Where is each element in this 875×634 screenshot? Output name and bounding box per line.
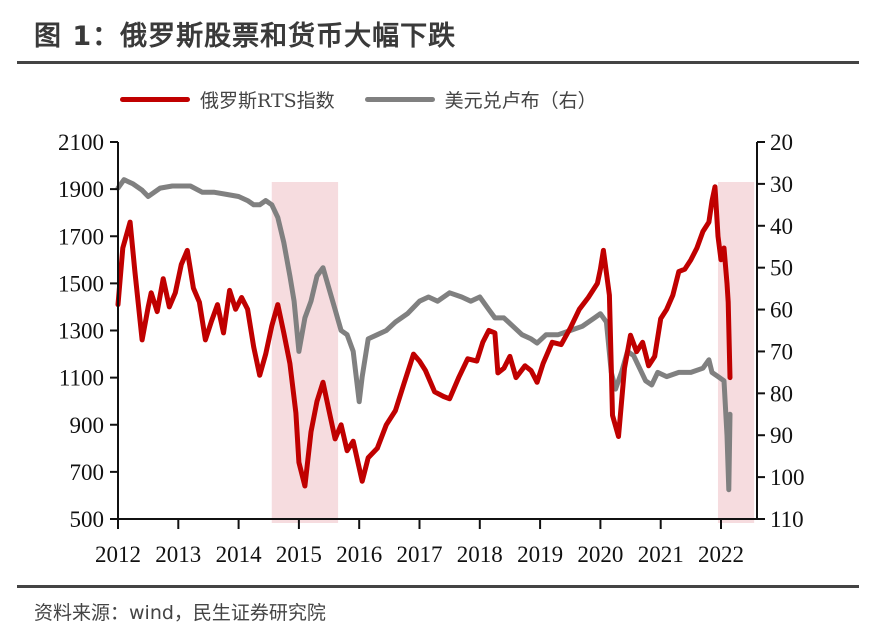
legend-swatch-usdrub — [364, 97, 435, 102]
right-tick-label: 60 — [770, 298, 793, 323]
x-tick-label: 2016 — [336, 542, 382, 567]
legend-label-rts: 俄罗斯RTS指数 — [200, 90, 335, 112]
chart-legend: 俄罗斯RTS指数 美元兑卢布（右） — [120, 86, 627, 113]
x-tick-label: 2020 — [577, 542, 623, 567]
right-tick-label: 100 — [770, 465, 805, 490]
x-tick-label: 2022 — [698, 542, 744, 567]
rts-index-line — [115, 184, 733, 489]
x-tick-label: 2012 — [95, 542, 141, 567]
right-tick-label: 110 — [770, 507, 804, 532]
left-tick-label: 1500 — [58, 271, 104, 296]
legend-label-usdrub: 美元兑卢布（右） — [444, 90, 597, 112]
source-note: 资料来源：wind，民生证券研究院 — [34, 602, 326, 624]
x-tick-label: 2021 — [638, 542, 684, 567]
x-tick-label: 2014 — [216, 542, 263, 567]
shaded-period-1 — [717, 182, 755, 523]
right-tick-label: 70 — [770, 339, 793, 364]
left-tick-label: 700 — [70, 460, 105, 485]
right-tick-label: 30 — [770, 172, 793, 197]
x-tick-label: 2019 — [517, 542, 563, 567]
legend-item-usdrub: 美元兑卢布（右） — [364, 86, 597, 113]
x-tick-label: 2013 — [155, 542, 201, 567]
right-tick-label: 40 — [770, 214, 793, 239]
right-tick-label: 50 — [770, 256, 793, 281]
x-tick-label: 2015 — [276, 542, 322, 567]
bottom-divider — [17, 585, 859, 588]
x-tick-label: 2018 — [457, 542, 503, 567]
top-divider — [17, 61, 859, 64]
right-tick-label: 20 — [770, 130, 793, 155]
left-tick-label: 500 — [70, 507, 105, 532]
right-tick-label: 90 — [770, 423, 793, 448]
left-tick-label: 2100 — [58, 130, 104, 155]
legend-item-rts: 俄罗斯RTS指数 — [120, 86, 335, 113]
right-tick-label: 80 — [770, 381, 793, 406]
x-tick-label: 2017 — [397, 542, 443, 567]
left-tick-label: 900 — [70, 413, 105, 438]
left-tick-label: 1100 — [59, 366, 104, 391]
left-tick-label: 1700 — [58, 224, 104, 249]
legend-swatch-rts — [120, 97, 190, 102]
figure-title: 图 1：俄罗斯股票和货币大幅下跌 — [34, 21, 457, 52]
left-tick-label: 1300 — [58, 319, 104, 344]
left-tick-label: 1900 — [58, 177, 104, 202]
usd-rub-line — [115, 177, 733, 493]
